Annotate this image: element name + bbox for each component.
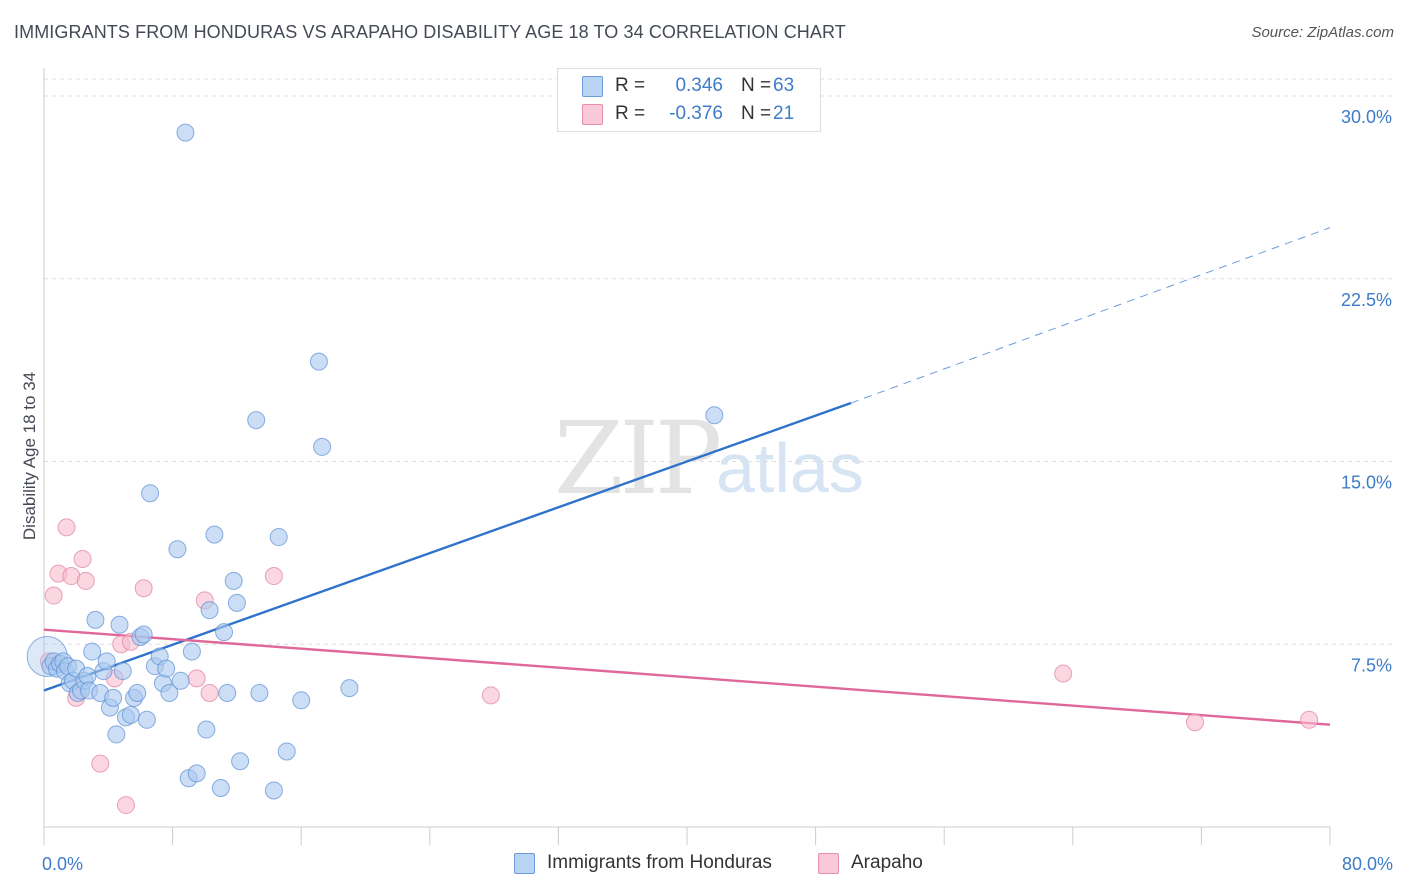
data-point-honduras (97, 652, 116, 671)
data-point-honduras (104, 688, 123, 707)
data-point-honduras (313, 437, 332, 456)
legend-r-label: R = (615, 75, 646, 96)
legend-r-label: R = (615, 103, 646, 124)
legend-n-value: 63 (773, 75, 795, 96)
data-point-honduras (224, 571, 243, 590)
trendline-honduras-extension (850, 227, 1331, 404)
data-point-arapaho (1300, 710, 1319, 729)
axes (43, 68, 1331, 845)
data-point-arapaho (264, 567, 283, 586)
legend-n-label: N = (741, 103, 772, 124)
data-point-honduras (250, 683, 269, 702)
data-point-honduras (309, 352, 328, 371)
legend-n-label: N = (741, 75, 772, 96)
chart-title: IMMIGRANTS FROM HONDURAS VS ARAPAHO DISA… (14, 22, 846, 42)
legend-row-honduras: R = 0.346 N = 63 (582, 73, 794, 99)
x-tick-label: 0.0% (42, 854, 83, 874)
series-legend: Immigrants from Honduras Arapaho (0, 852, 1406, 878)
data-point-honduras (247, 411, 266, 430)
y-tick-label: 30.0% (1341, 107, 1392, 127)
data-point-honduras (269, 528, 288, 547)
data-point-honduras (171, 671, 190, 690)
trendline-honduras (43, 401, 852, 692)
legend-n-value: 21 (773, 103, 795, 124)
data-point-honduras (218, 683, 237, 702)
data-point-arapaho (187, 669, 206, 688)
data-point-honduras (187, 764, 206, 783)
series-label-honduras: Immigrants from Honduras (547, 852, 772, 873)
x-tick-label: 80.0% (1342, 854, 1393, 874)
series-label-arapaho: Arapaho (851, 852, 923, 873)
data-point-honduras (83, 642, 102, 661)
data-point-arapaho (134, 579, 153, 598)
data-point-arapaho (76, 571, 95, 590)
data-point-honduras (264, 781, 283, 800)
data-point-honduras (197, 720, 216, 739)
data-point-arapaho (91, 754, 110, 773)
gridlines (44, 78, 1392, 645)
data-point-honduras (340, 679, 359, 698)
data-point-honduras (128, 683, 147, 702)
data-point-arapaho (116, 796, 135, 815)
legend-r-value: 0.346 (675, 75, 723, 96)
data-point-honduras (86, 610, 105, 629)
data-point-honduras (231, 752, 250, 771)
y-tick-label: 15.0% (1341, 473, 1392, 493)
data-point-honduras (182, 642, 201, 661)
data-point-honduras (157, 659, 176, 678)
points-arapaho (39, 518, 1319, 815)
data-point-honduras (141, 484, 160, 503)
correlation-legend: R = 0.346 N = 63 R = -0.376 N = 21 (557, 68, 821, 132)
data-point-honduras (227, 593, 246, 612)
series-legend-arapaho[interactable]: Arapaho (818, 852, 923, 874)
data-point-honduras (176, 123, 195, 142)
data-point-honduras (113, 662, 132, 681)
data-point-honduras (277, 742, 296, 761)
tick-labels: 7.5% 15.0% 22.5% 30.0% 0.0% 80.0% (42, 107, 1393, 874)
legend-row-arapaho: R = -0.376 N = 21 (582, 101, 794, 127)
data-point-honduras (134, 625, 153, 644)
data-point-arapaho (481, 686, 500, 705)
data-point-honduras (215, 623, 234, 642)
data-point-arapaho (1054, 664, 1073, 683)
trendlines (43, 227, 1331, 726)
data-point-arapaho (57, 518, 76, 537)
trendline-arapaho (43, 628, 1331, 726)
series-swatch-arapaho (818, 852, 839, 874)
data-point-honduras (121, 705, 140, 724)
data-point-arapaho (73, 549, 92, 568)
source-label: Source: ZipAtlas.com (1251, 24, 1394, 41)
points-honduras (26, 123, 724, 800)
legend-swatch-arapaho (582, 103, 603, 125)
data-point-honduras (205, 525, 224, 544)
y-tick-label: 22.5% (1341, 290, 1392, 310)
series-swatch-honduras (514, 852, 535, 874)
legend-r-value: -0.376 (669, 103, 723, 124)
data-point-arapaho (44, 586, 63, 605)
legend-swatch-honduras (582, 75, 603, 97)
data-point-honduras (705, 406, 724, 425)
data-point-arapaho (1185, 713, 1204, 732)
data-point-honduras (160, 683, 179, 702)
data-point-honduras (137, 710, 156, 729)
y-axis-label: Disability Age 18 to 34 (20, 372, 39, 540)
data-point-honduras (292, 691, 311, 710)
y-tick-label: 7.5% (1351, 655, 1392, 675)
series-legend-honduras[interactable]: Immigrants from Honduras (514, 852, 772, 874)
data-point-honduras (211, 779, 230, 798)
data-point-honduras (107, 725, 126, 744)
data-point-arapaho (200, 683, 219, 702)
data-point-honduras (110, 615, 129, 634)
data-point-honduras (168, 540, 187, 559)
data-point-honduras (200, 601, 219, 620)
